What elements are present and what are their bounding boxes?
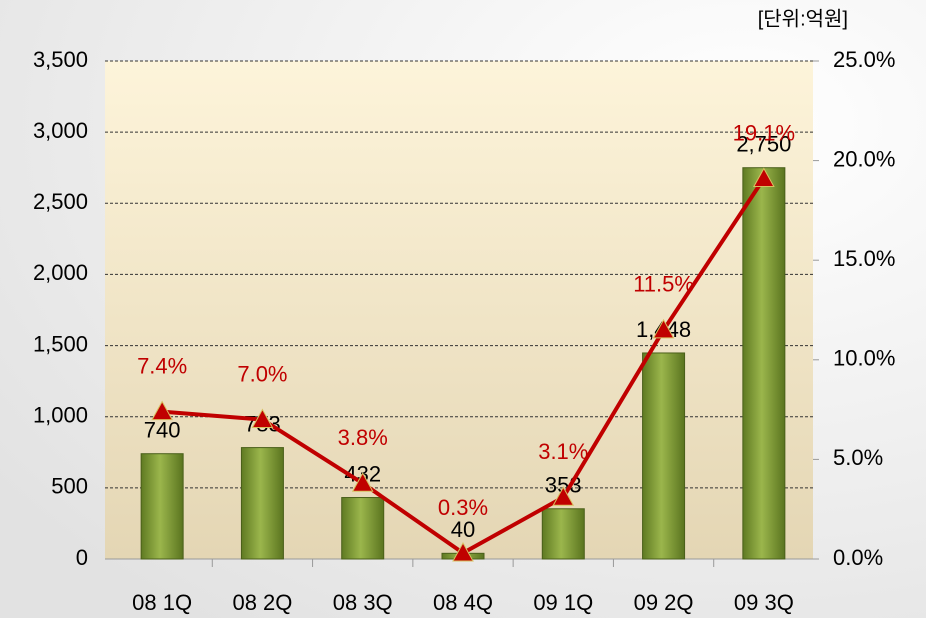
bar bbox=[140, 453, 184, 560]
y-tick-label: 2,500 bbox=[33, 189, 88, 214]
y2-tick-label: 25.0% bbox=[833, 47, 895, 72]
bar bbox=[642, 352, 686, 560]
y-tick-label: 1,500 bbox=[33, 331, 88, 356]
bar bbox=[742, 167, 786, 560]
bar-value-label: 2,750 bbox=[736, 132, 791, 157]
x-tick-label: 09 1Q bbox=[533, 590, 593, 615]
y-tick-label: 3,500 bbox=[33, 47, 88, 72]
bar-value-label: 40 bbox=[451, 517, 475, 542]
x-tick-label: 08 4Q bbox=[433, 590, 493, 615]
y-tick-label: 500 bbox=[51, 474, 88, 499]
y-tick-label: 0 bbox=[76, 545, 88, 570]
unit-annotation: [단위:억원] bbox=[758, 7, 848, 30]
y2-tick-label: 0.0% bbox=[833, 545, 883, 570]
y2-tick-label: 5.0% bbox=[833, 445, 883, 470]
plot-area bbox=[105, 61, 813, 559]
y2-tick-label: 10.0% bbox=[833, 346, 895, 371]
line-value-label: 0.3% bbox=[438, 495, 488, 520]
line-value-label: 7.0% bbox=[237, 361, 287, 386]
bar bbox=[541, 508, 585, 560]
line-marker bbox=[151, 400, 173, 421]
y-tick-label: 1,000 bbox=[33, 403, 88, 428]
line-marker bbox=[452, 541, 474, 562]
line-value-label: 19.1% bbox=[733, 120, 795, 145]
x-tick-label: 08 1Q bbox=[132, 590, 192, 615]
x-tick-label: 08 2Q bbox=[232, 590, 292, 615]
line-marker bbox=[251, 408, 274, 429]
line-value-label: 3.8% bbox=[338, 425, 388, 450]
line-value-label: 3.1% bbox=[538, 439, 588, 464]
y-tick-label: 3,000 bbox=[33, 118, 88, 143]
bar bbox=[240, 447, 284, 560]
y2-tick-label: 15.0% bbox=[833, 246, 895, 271]
line-marker bbox=[351, 472, 374, 492]
line-value-label: 11.5% bbox=[633, 272, 694, 297]
line-marker bbox=[552, 486, 575, 506]
x-tick-label: 09 2Q bbox=[634, 590, 694, 615]
y-tick-label: 2,000 bbox=[33, 260, 88, 285]
line-marker bbox=[652, 318, 675, 339]
bar-value-label: 740 bbox=[144, 418, 181, 443]
x-tick-label: 08 3Q bbox=[333, 590, 393, 615]
line-marker bbox=[753, 167, 775, 188]
bar bbox=[341, 497, 385, 560]
y2-tick-label: 20.0% bbox=[833, 146, 895, 171]
x-tick-label: 09 3Q bbox=[734, 590, 794, 615]
line-value-label: 7.4% bbox=[137, 353, 187, 378]
